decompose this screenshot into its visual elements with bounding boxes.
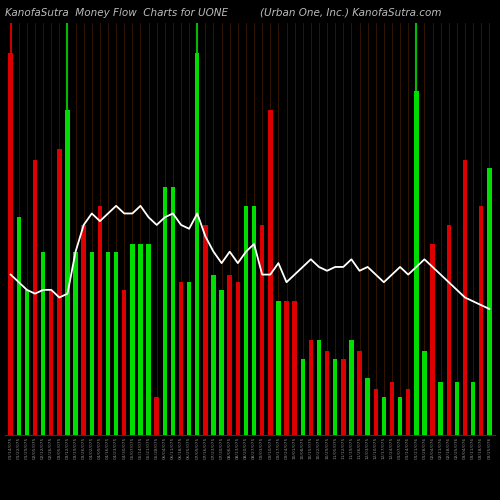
Bar (244, 206, 248, 435)
Bar (349, 340, 354, 435)
Bar (90, 252, 94, 435)
Bar (260, 225, 264, 435)
Bar (454, 382, 459, 435)
Text: (Urban One, Inc.) KanofaSutra.com: (Urban One, Inc.) KanofaSutra.com (260, 8, 442, 18)
Bar (325, 351, 330, 435)
Bar (341, 358, 345, 435)
Bar (276, 302, 280, 435)
Bar (382, 397, 386, 435)
Bar (170, 186, 175, 435)
Bar (82, 225, 86, 435)
Bar (487, 168, 492, 435)
Bar (106, 252, 110, 435)
Bar (446, 225, 451, 435)
Bar (138, 244, 142, 435)
Bar (268, 110, 272, 435)
Bar (438, 382, 443, 435)
Bar (414, 92, 418, 435)
Bar (308, 340, 313, 435)
Bar (228, 274, 232, 435)
Bar (114, 252, 118, 435)
Bar (74, 252, 78, 435)
Bar (57, 148, 62, 435)
Bar (358, 351, 362, 435)
Bar (406, 389, 410, 435)
Bar (179, 282, 184, 435)
Bar (471, 382, 476, 435)
Bar (252, 206, 256, 435)
Bar (122, 290, 126, 435)
Bar (212, 274, 216, 435)
Bar (187, 282, 192, 435)
Bar (292, 302, 297, 435)
Text: KanofaSutra  Money Flow  Charts for UONE: KanofaSutra Money Flow Charts for UONE (5, 8, 228, 18)
Bar (16, 218, 21, 435)
Bar (24, 290, 29, 435)
Bar (479, 206, 484, 435)
Bar (333, 358, 338, 435)
Bar (130, 244, 134, 435)
Bar (422, 351, 426, 435)
Bar (284, 302, 288, 435)
Bar (98, 206, 102, 435)
Bar (374, 389, 378, 435)
Bar (236, 282, 240, 435)
Bar (220, 290, 224, 435)
Bar (162, 186, 167, 435)
Bar (8, 53, 13, 435)
Bar (398, 397, 402, 435)
Bar (463, 160, 467, 435)
Bar (430, 244, 435, 435)
Bar (154, 397, 159, 435)
Bar (65, 110, 70, 435)
Bar (41, 252, 46, 435)
Bar (316, 340, 321, 435)
Bar (33, 160, 37, 435)
Bar (203, 225, 207, 435)
Bar (195, 53, 200, 435)
Bar (49, 290, 54, 435)
Bar (300, 358, 305, 435)
Bar (390, 382, 394, 435)
Bar (366, 378, 370, 435)
Bar (146, 244, 151, 435)
